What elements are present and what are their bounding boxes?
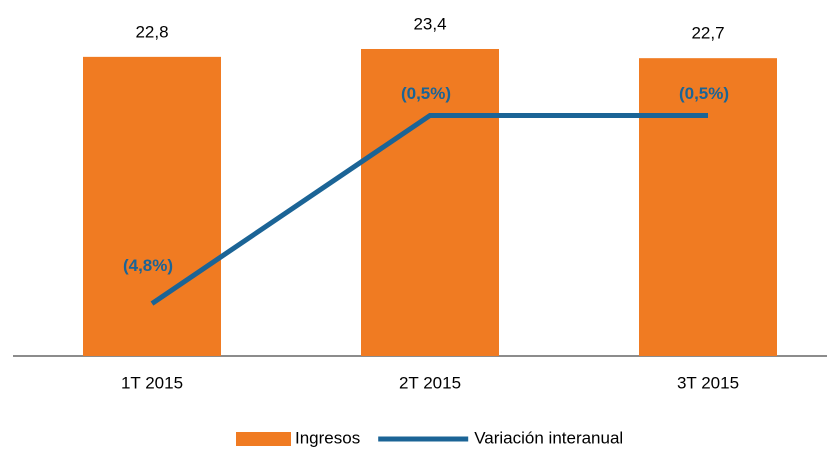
line-value-label: (4,8%) xyxy=(123,256,173,275)
legend-label: Ingresos xyxy=(295,428,360,447)
legend-swatch xyxy=(236,432,291,446)
line-value-label: (0,5%) xyxy=(679,84,729,103)
bar xyxy=(361,48,499,356)
line xyxy=(150,112,708,306)
bar-value-label: 22,7 xyxy=(691,24,724,43)
bar-value-label: 22,8 xyxy=(135,22,168,41)
x-tick-label: 1T 2015 xyxy=(121,373,183,392)
legend-label: Variación interanual xyxy=(474,428,623,447)
bar-value-label: 23,4 xyxy=(413,14,446,33)
x-tick-label: 3T 2015 xyxy=(677,373,739,392)
line-value-label: (0,5%) xyxy=(401,84,451,103)
x-tick-label: 2T 2015 xyxy=(399,373,461,392)
bar xyxy=(83,56,221,356)
bar xyxy=(639,58,777,357)
